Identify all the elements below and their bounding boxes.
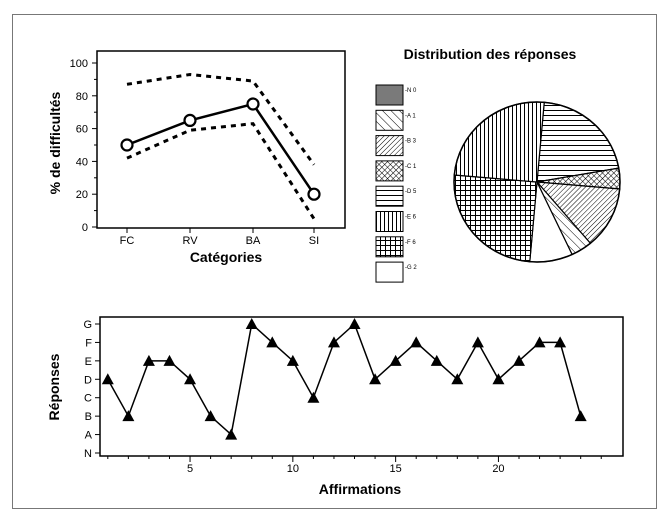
responses-y-tick-label: F bbox=[85, 337, 92, 349]
legend-swatch bbox=[375, 211, 404, 232]
distribution-pie bbox=[453, 101, 621, 263]
difficulty-data-point bbox=[183, 113, 197, 128]
legend-label: -N 0 bbox=[405, 88, 417, 94]
responses-data-point bbox=[225, 428, 238, 440]
difficulty-y-tick-label: 20 bbox=[76, 189, 88, 201]
legend-swatch bbox=[375, 236, 404, 258]
legend-swatch bbox=[375, 135, 404, 157]
difficulty-data-point bbox=[246, 97, 260, 111]
responses-data-point bbox=[307, 391, 320, 403]
responses-x-tick-label: 15 bbox=[390, 463, 402, 475]
difficulty-x-tick-label: SI bbox=[309, 235, 319, 247]
responses-data-point bbox=[266, 336, 279, 348]
difficulty-y-tick-label: 0 bbox=[82, 222, 88, 234]
responses-y-tick-label: E bbox=[85, 356, 92, 368]
difficulty-data-point bbox=[120, 138, 134, 152]
responses-data-point bbox=[142, 354, 155, 366]
legend-label: -F 6 bbox=[405, 240, 416, 246]
legend-swatch bbox=[375, 185, 404, 207]
difficulty-dashed-series-line bbox=[126, 122, 316, 220]
difficulty-x-axis-title: Catégories bbox=[190, 249, 263, 265]
pie-slice bbox=[453, 174, 538, 263]
legend-swatch bbox=[375, 160, 404, 182]
responses-series-line bbox=[107, 322, 582, 437]
distribution-chart: Distribution des réponses -N 0 -A 1 -B 3 -C… bbox=[375, 46, 621, 283]
difficulty-dashed-series-line bbox=[126, 72, 316, 166]
responses-y-tick-label: G bbox=[83, 319, 92, 331]
responses-data-point bbox=[369, 373, 382, 385]
responses-data-point bbox=[184, 373, 197, 385]
pie-outline bbox=[453, 101, 621, 263]
responses-y-axis-title: Réponses bbox=[46, 353, 62, 420]
difficulty-x-tick-label: RV bbox=[182, 235, 198, 247]
responses-data-point bbox=[327, 336, 340, 348]
responses-data-point bbox=[245, 317, 258, 329]
responses-data-point bbox=[471, 336, 484, 348]
legend-label: -D 5 bbox=[405, 189, 417, 195]
responses-x-tick-label: 5 bbox=[187, 463, 193, 475]
responses-data-point bbox=[513, 354, 525, 366]
responses-data-point bbox=[101, 373, 114, 385]
responses-data-point bbox=[574, 410, 587, 422]
difficulty-y-tick-label: 60 bbox=[76, 124, 88, 136]
responses-y-tick-label: N bbox=[84, 448, 92, 460]
difficulty-data-point bbox=[307, 187, 321, 201]
responses-data-point bbox=[348, 317, 361, 329]
responses-data-point bbox=[204, 410, 217, 422]
legend-swatch bbox=[375, 84, 404, 106]
responses-data-point bbox=[451, 373, 464, 385]
responses-data-point bbox=[122, 410, 135, 422]
legend-label: -A 1 bbox=[405, 113, 416, 119]
legend-label: -E 6 bbox=[405, 215, 417, 221]
difficulty-y-tick-label: 80 bbox=[76, 91, 88, 103]
page-frame bbox=[12, 14, 657, 509]
responses-data-point bbox=[533, 336, 546, 348]
responses-x-axis-title: Affirmations bbox=[319, 481, 402, 497]
legend-swatch bbox=[375, 109, 404, 131]
difficulty-plot-frame bbox=[96, 50, 346, 229]
responses-data-point bbox=[410, 336, 423, 348]
distribution-legend: -N 0 -A 1 -B 3 -C 1 -D 5 -E 6 -F 6 -G 2 bbox=[375, 84, 417, 283]
legend-label: -G 2 bbox=[405, 265, 417, 271]
difficulty-marks: 0 20 40 60 80 100 FC RV BA SI bbox=[70, 50, 346, 247]
responses-x-tick-label: 20 bbox=[492, 463, 504, 475]
responses-data-point bbox=[389, 354, 402, 366]
difficulty-mean-series-line bbox=[126, 102, 316, 195]
legend-label: -B 3 bbox=[405, 139, 417, 145]
pie-slice bbox=[453, 101, 545, 183]
responses-x-tick-label: 10 bbox=[287, 463, 299, 475]
responses-data-point bbox=[163, 354, 176, 366]
responses-y-tick-label: A bbox=[85, 430, 93, 442]
responses-plot-frame bbox=[99, 316, 624, 457]
difficulty-y-axis-title: % de difficultés bbox=[47, 91, 63, 194]
legend-swatch bbox=[375, 261, 404, 283]
responses-data-point bbox=[492, 373, 505, 385]
difficulty-chart: 0 20 40 60 80 100 FC RV BA SI % de difficultés Ca… bbox=[47, 50, 346, 265]
responses-data-point bbox=[286, 354, 299, 366]
difficulty-x-tick-label: BA bbox=[246, 235, 261, 247]
responses-y-tick-label: D bbox=[84, 374, 92, 386]
difficulty-y-tick-label: 100 bbox=[70, 58, 88, 70]
responses-y-tick-label: B bbox=[85, 411, 92, 423]
responses-data-point bbox=[430, 354, 443, 366]
difficulty-x-tick-label: FC bbox=[120, 235, 135, 247]
legend-label: -C 1 bbox=[405, 164, 417, 170]
distribution-title: Distribution des réponses bbox=[404, 46, 577, 62]
difficulty-y-tick-label: 40 bbox=[76, 156, 88, 168]
responses-data-point bbox=[554, 336, 567, 348]
responses-y-tick-label: C bbox=[84, 393, 92, 405]
